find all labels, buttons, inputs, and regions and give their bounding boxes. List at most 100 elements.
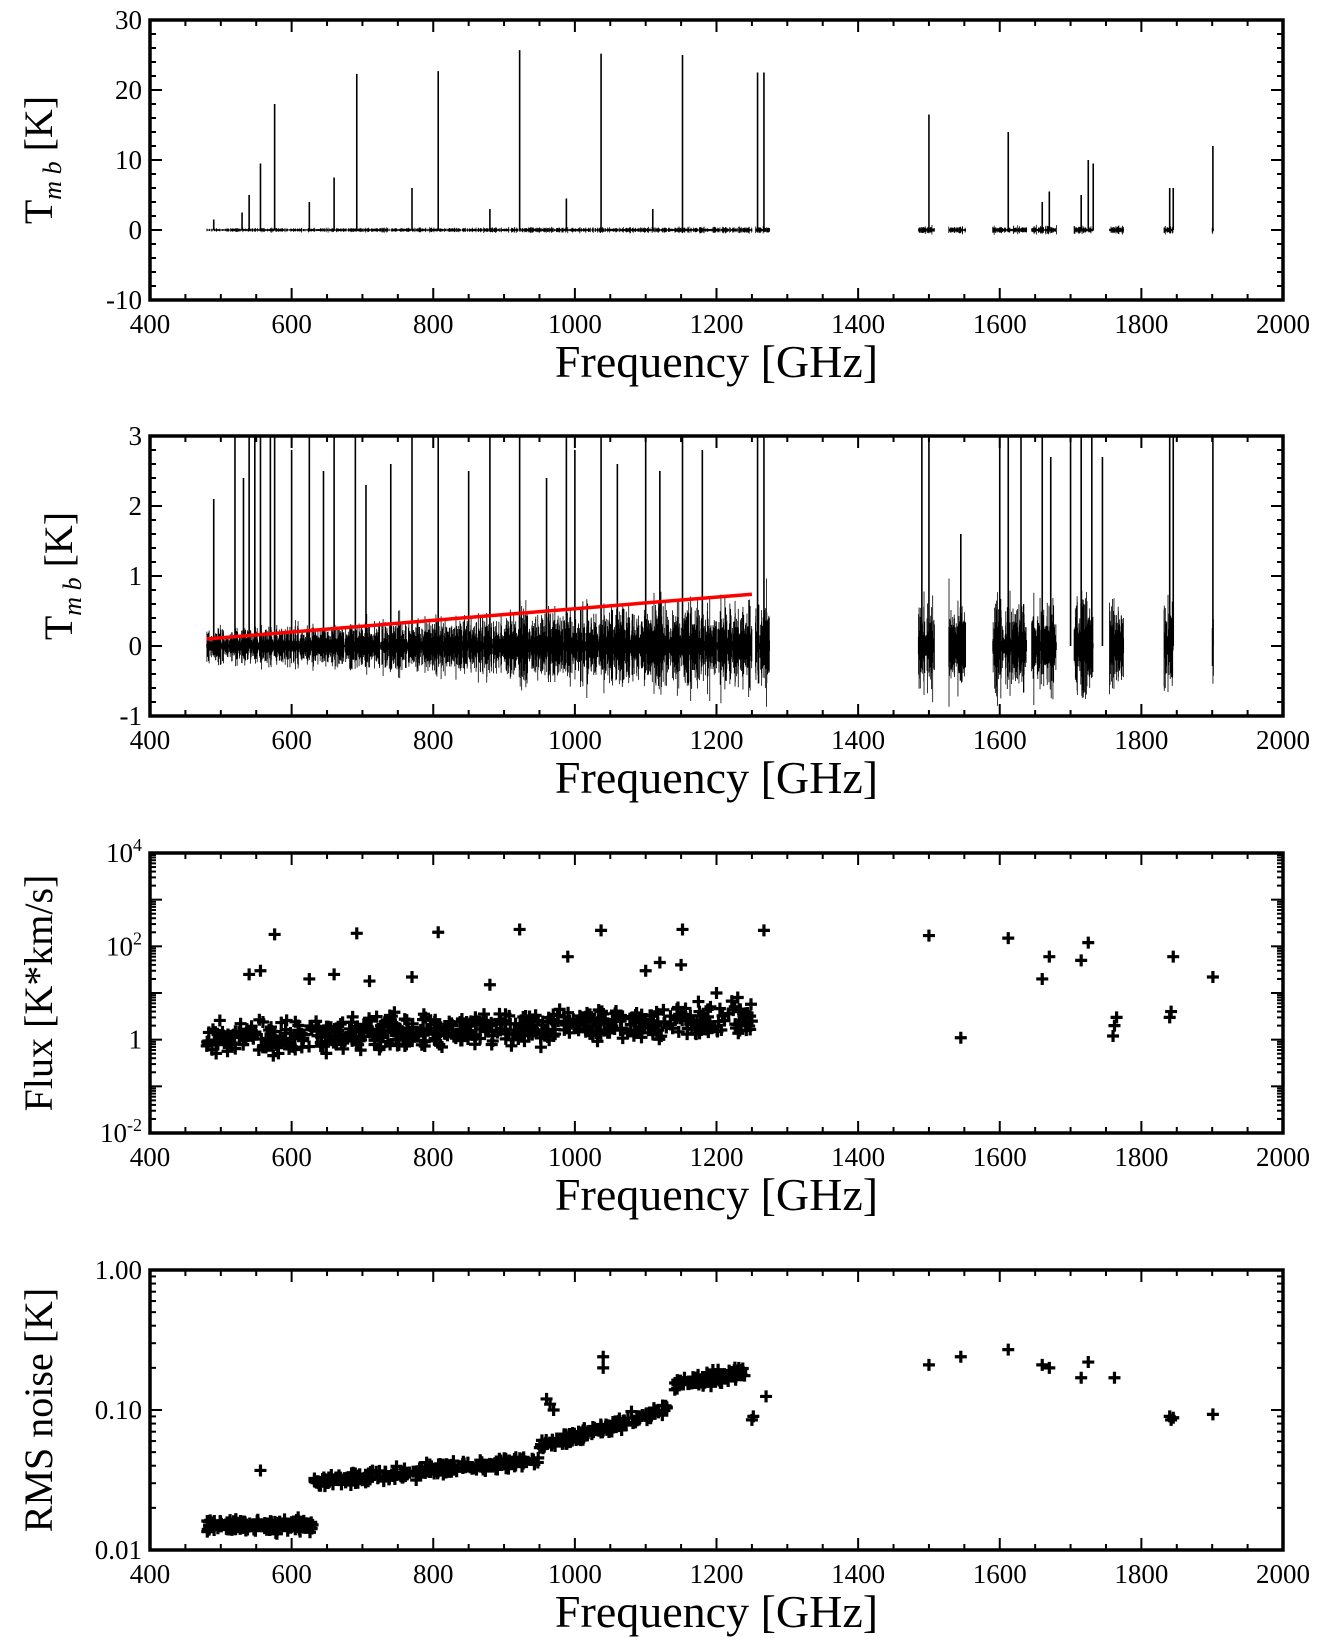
data-point	[440, 1462, 453, 1475]
data-point	[728, 1000, 741, 1013]
data-point	[1206, 1408, 1219, 1421]
x-axis-label: Frequency [GHz]	[555, 752, 878, 803]
data-point	[256, 1015, 269, 1028]
data-point	[229, 1523, 242, 1536]
x-tick-label: 800	[413, 1559, 454, 1589]
y-tick-exponent: 2	[133, 928, 142, 948]
x-tick-label: 1600	[973, 309, 1027, 339]
plot-frame	[148, 434, 1285, 718]
data-point	[559, 1016, 572, 1029]
y-tick-label: 10	[115, 145, 142, 175]
y-tick-label: 0.10	[95, 1395, 142, 1425]
data-point	[922, 929, 935, 942]
data-point	[494, 1024, 507, 1037]
data-point	[597, 1361, 610, 1374]
data-point	[708, 1371, 721, 1384]
y-tick-label: 1	[129, 1025, 143, 1055]
x-tick-label: 2000	[1256, 1142, 1310, 1172]
data-point	[293, 1521, 306, 1534]
x-tick-label: 1200	[690, 1559, 744, 1589]
y-tick-label: 0	[129, 215, 143, 245]
data-point	[672, 1025, 685, 1038]
data-point	[385, 1010, 398, 1023]
y-axis-label: Tm b [K]	[36, 512, 87, 640]
data-point	[692, 995, 705, 1008]
panel-1: 400 600 800 1000 1200 1400 1600 1800 2000 -10 0 10 2…	[16, 5, 1310, 387]
data-point	[653, 956, 666, 969]
data-point	[418, 1035, 431, 1048]
data-point	[1167, 950, 1180, 963]
data-point	[505, 1039, 518, 1052]
x-tick-label: 1800	[1114, 1559, 1168, 1589]
data-point	[559, 1429, 572, 1442]
data-point	[383, 1472, 396, 1485]
x-tick-label: 1600	[973, 1559, 1027, 1589]
plot-data	[200, 923, 1219, 1062]
data-point	[493, 1452, 506, 1465]
x-axis-label: Frequency [GHz]	[555, 1169, 878, 1220]
data-point	[469, 1014, 482, 1027]
data-point	[234, 1017, 247, 1030]
data-point	[655, 1030, 668, 1043]
y-axis-label: Flux [K*km/s]	[16, 875, 61, 1112]
data-point	[243, 1520, 256, 1533]
x-tick-label: 400	[130, 1142, 171, 1172]
data-point	[359, 1476, 372, 1489]
y-tick-label: 2	[129, 491, 143, 521]
x-tick-label: 2000	[1256, 1559, 1310, 1589]
data-point	[1082, 1356, 1095, 1369]
data-point	[448, 1460, 461, 1473]
y-tick-base: 10	[106, 931, 133, 961]
y-tick-label: -10	[106, 285, 142, 315]
data-point	[505, 1457, 518, 1470]
data-point	[747, 1410, 760, 1423]
data-point	[733, 1024, 746, 1037]
data-point	[635, 1026, 648, 1039]
data-point	[760, 1390, 773, 1403]
data-point	[641, 1414, 654, 1427]
y-axis-label: RMS noise [K]	[16, 1288, 61, 1532]
data-point	[590, 1026, 603, 1039]
data-point	[666, 1022, 679, 1035]
data-point	[504, 1018, 517, 1031]
data-point	[577, 1425, 590, 1438]
data-point	[547, 1404, 560, 1416]
data-point	[462, 1019, 475, 1032]
data-point	[320, 1047, 333, 1060]
data-point	[371, 1030, 384, 1043]
data-point	[355, 1033, 368, 1046]
data-point	[1082, 936, 1095, 949]
x-tick-label: 600	[271, 725, 312, 755]
data-point	[491, 1463, 504, 1476]
data-point	[745, 1015, 758, 1028]
y-label-unit: [K]	[16, 96, 61, 152]
data-point	[1165, 1005, 1178, 1018]
y-tick-label: 0	[129, 631, 143, 661]
x-tick-label: 1000	[548, 1559, 602, 1589]
data-point	[704, 1000, 717, 1013]
data-point	[397, 1033, 410, 1046]
data-point	[270, 1038, 283, 1051]
data-point	[430, 1024, 443, 1037]
data-point	[363, 975, 376, 988]
data-point	[406, 971, 419, 984]
x-tick-label: 600	[271, 309, 312, 339]
data-point	[606, 1014, 619, 1027]
data-point	[339, 1034, 352, 1047]
x-tick-label: 1200	[690, 1142, 744, 1172]
y-label-main: T	[36, 616, 81, 640]
data-point	[715, 1377, 728, 1390]
data-point	[668, 1383, 681, 1396]
data-point	[553, 1003, 566, 1016]
data-point	[549, 1440, 562, 1453]
data-point	[517, 1029, 530, 1042]
data-point	[561, 950, 574, 963]
data-point	[639, 964, 652, 977]
data-point	[586, 1020, 599, 1033]
data-point	[610, 1005, 623, 1018]
trend-line	[206, 592, 753, 641]
data-point	[406, 1017, 419, 1030]
data-point	[361, 1025, 374, 1038]
data-point	[676, 923, 689, 936]
x-tick-label: 800	[413, 1142, 454, 1172]
